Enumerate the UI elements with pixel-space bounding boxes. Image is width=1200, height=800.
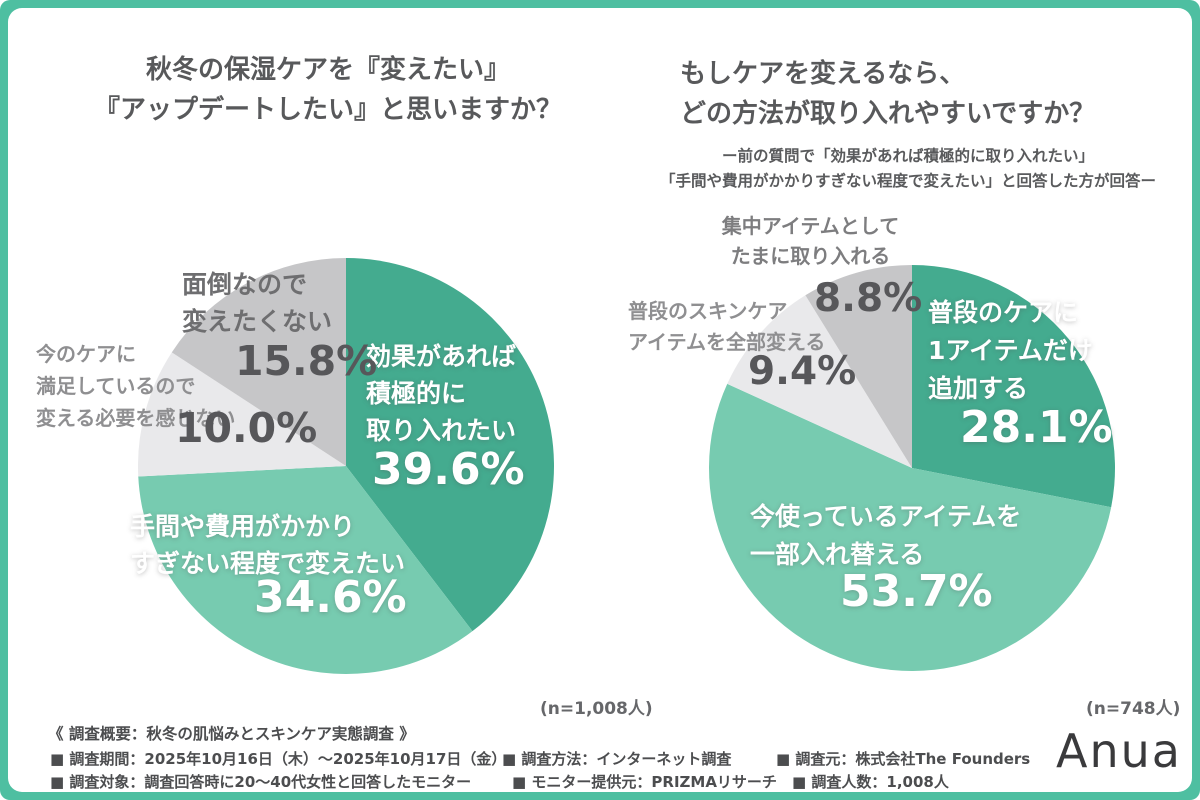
right-chart-title: もしケアを変えるなら、 どの方法が取り入れやすいですか？: [680, 59, 1096, 129]
right-slice-label-replace-all: 普段のスキンケア アイテムを全部変える: [628, 299, 826, 354]
left-slice-pct-moderate: 34.6%: [254, 572, 407, 623]
right-slice-pct-replace-part: 53.7%: [840, 566, 993, 617]
pie-slice-0: [912, 265, 1115, 508]
pie-slice-1: [709, 383, 1112, 671]
survey-conductor: ■ 調査元：株式会社The Founders: [776, 750, 1031, 768]
left-slice-pct-hassle: 15.8%: [235, 337, 378, 385]
right-pie-chart: [709, 265, 1115, 671]
left-chart-title: 秋冬の保湿ケアを『変えたい』 『アップデートしたい』と思いますか？: [93, 55, 562, 125]
right-sample-size: (n=748人): [1086, 699, 1181, 719]
right-slice-label-replace-part: 今使っているアイテムを 一部入れ替える: [750, 502, 1022, 569]
survey-method: ■ 調査方法：インターネット調査: [502, 750, 732, 768]
pie-slice-3: [171, 258, 346, 466]
right-slice-pct-replace-all: 9.4%: [748, 349, 857, 394]
left-pie-chart: [138, 258, 554, 674]
right-slice-label-add-one: 普段のケアに 1アイテムだけ 追加する: [928, 298, 1093, 403]
left-slice-pct-satisfied: 10.0%: [175, 404, 318, 452]
survey-period: ■ 調査期間：2025年10月16日（木）〜2025年10月17日（金）: [50, 750, 507, 768]
left-slice-label-moderate: 手間や費用がかかり すぎない程度で変えたい: [130, 512, 406, 578]
survey-overview: 《 調査概要：秋冬の肌悩みとスキンケア実態調査 》: [48, 725, 415, 743]
anua-logo: Anua: [1056, 724, 1182, 778]
respondent-count: ■ 調査人数：1,008人: [792, 773, 949, 791]
monitor-provider: ■ モニター提供元：PRIZMAリサーチ: [512, 773, 777, 791]
pie-slice-2: [138, 352, 346, 477]
right-slice-label-occasional: 集中アイテムとして たまに取り入れる: [721, 214, 900, 268]
pie-slice-0: [346, 258, 554, 632]
left-slice-label-adopt: 効果があれば 積極的に 取り入れたい: [366, 342, 517, 445]
infographic-card: 秋冬の保湿ケアを『変えたい』 『アップデートしたい』と思いますか？ もしケアを変…: [8, 8, 1192, 792]
right-slice-pct-occasional: 8.8%: [814, 276, 923, 321]
pie-slice-1: [138, 466, 473, 674]
left-slice-label-satisfied: 今のケアに 満足しているので 変える必要を感じない: [36, 342, 236, 430]
pie-slice-2: [727, 295, 912, 468]
left-slice-pct-adopt: 39.6%: [372, 444, 525, 495]
pie-slice-3: [805, 265, 912, 468]
left-slice-label-hassle: 面倒なので 変えたくない: [182, 270, 333, 336]
left-sample-size: (n=1,008人): [540, 699, 653, 719]
right-slice-pct-add-one: 28.1%: [960, 402, 1113, 453]
right-chart-subtitle: ー前の質問で「効果があれば積極的に取り入れたい」 「手間や費用がかかりすぎない程…: [659, 147, 1156, 190]
survey-target: ■ 調査対象：調査回答時に20〜40代女性と回答したモニター: [50, 773, 472, 791]
